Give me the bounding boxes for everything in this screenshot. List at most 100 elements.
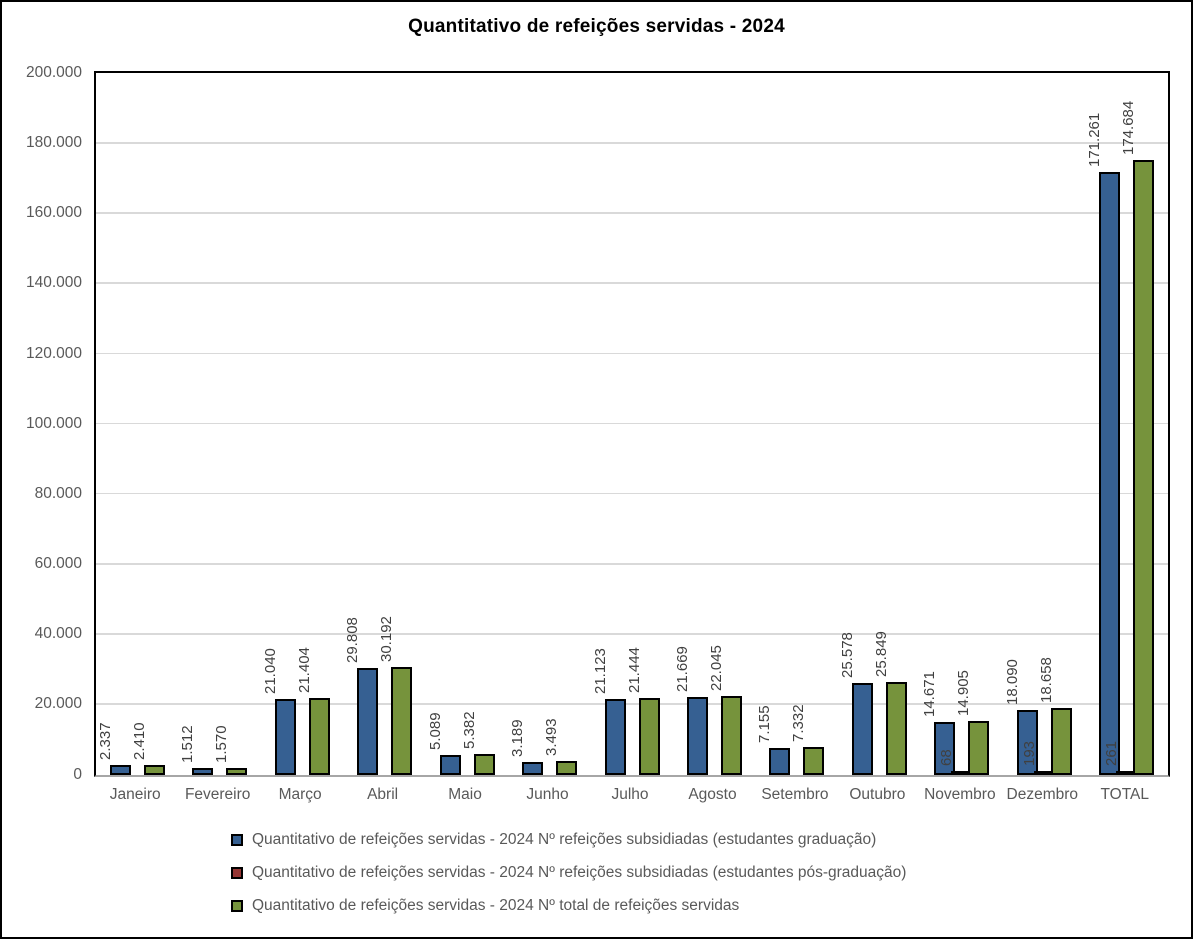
chart-title: Quantitativo de refeições servidas - 202… (408, 16, 785, 37)
legend-label: Quantitativo de refeições servidas - 202… (252, 897, 740, 914)
bar-value-label: 14.671 (921, 670, 939, 717)
y-tick-label: 200.000 (25, 64, 82, 81)
bar-value-label: 174.684 (1120, 101, 1138, 156)
legend-item: Quantitativo de refeições servidas - 202… (231, 864, 907, 881)
bar-value-label: 2.410 (130, 722, 148, 760)
gridline (96, 492, 1168, 495)
bar-value-label: 5.382 (460, 711, 478, 750)
bar-value-label: 18.090 (1003, 658, 1021, 705)
gridline (96, 142, 1168, 144)
x-tick-label: Novembro (924, 786, 996, 803)
x-tick-label: Agosto (688, 786, 737, 803)
x-tick-label: Fevereiro (184, 786, 251, 803)
bar-value-label: 25.578 (838, 632, 856, 679)
bar-value-label: 14.905 (955, 669, 973, 716)
bar-value-label: 68 (938, 749, 956, 766)
bar-value-label: 7.332 (790, 704, 808, 743)
y-tick-label: 180.000 (25, 134, 82, 152)
gridline (96, 563, 1168, 565)
bar (851, 683, 873, 775)
bar-value-label: 21.040 (261, 648, 279, 695)
x-tick-label: Junho (526, 786, 569, 803)
bar-value-label: 7.155 (756, 705, 774, 743)
bar-value-label: 5.089 (426, 712, 444, 751)
x-tick-label: Janeiro (109, 786, 161, 803)
legend-swatch-icon (231, 834, 243, 846)
gridline (96, 633, 1168, 635)
bar-value-label: 1.570 (213, 724, 231, 763)
bar-value-label: 30.192 (378, 616, 396, 663)
bar-value-label: 1.512 (179, 725, 197, 763)
bar-value-label: 3.493 (543, 718, 561, 756)
y-tick-label: 80.000 (34, 484, 82, 502)
legend-swatch-icon (231, 867, 243, 879)
x-tick-label: Maio (448, 786, 482, 803)
bar-value-label: 18.658 (1037, 656, 1055, 703)
bar (686, 697, 708, 775)
legend-label: Quantitativo de refeições servidas - 202… (252, 831, 877, 848)
legend-item: Quantitativo de refeições servidas - 202… (231, 831, 906, 848)
gridline (96, 352, 1168, 355)
legend: Quantitativo de refeições servidas - 202… (231, 831, 907, 914)
y-tick-label: 40.000 (34, 625, 82, 643)
bar (522, 761, 544, 775)
x-tick-label: Julho (611, 786, 649, 803)
legend-swatch-icon (231, 900, 243, 912)
bar-value-label: 21.444 (625, 646, 643, 693)
y-tick-label: 140.000 (25, 274, 82, 292)
y-tick-label: 120.000 (25, 344, 82, 362)
y-tick-label: 60.000 (34, 555, 82, 573)
legend-label: Quantitativo de refeições servidas - 202… (252, 864, 907, 881)
bar (556, 760, 578, 775)
bar-value-label: 29.808 (344, 617, 362, 664)
x-tick-label: Dezembro (1006, 786, 1079, 803)
gridline (96, 422, 1168, 425)
bar (803, 747, 825, 775)
x-tick-label: Setembro (761, 786, 829, 803)
x-tick-label: Março (278, 786, 322, 803)
bar-value-label: 25.849 (872, 631, 890, 678)
plot-area: 2.337 1.512 21.040 29.808 5.089 3.189 21.123 21… (94, 71, 1170, 777)
bar (226, 767, 248, 775)
bar-value-label: 21.123 (591, 648, 609, 694)
bar (439, 755, 461, 775)
bar (769, 747, 791, 775)
bar (192, 767, 214, 775)
bar (391, 667, 413, 775)
bar (109, 764, 131, 775)
x-tick-label: Outubro (849, 786, 906, 803)
bar-value-label: 22.045 (707, 644, 725, 691)
bar (968, 720, 990, 775)
bar (308, 697, 330, 775)
y-tick-label: 100.000 (25, 414, 82, 432)
bar (357, 668, 379, 775)
bar-value-label: 261 (1103, 740, 1121, 766)
bar (934, 721, 956, 775)
x-tick-label: Abril (367, 786, 399, 803)
bar-value-label: 3.189 (509, 719, 527, 757)
legend-item: Quantitativo de refeições servidas - 202… (231, 897, 906, 914)
bar-value-label: 21.669 (673, 646, 691, 692)
bar (1050, 707, 1072, 775)
x-tick-label: TOTAL (1100, 786, 1150, 803)
bar (1016, 709, 1038, 775)
y-tick-label: 160.000 (25, 204, 82, 222)
y-tick-label: 20.000 (34, 695, 82, 713)
bar-value-label: 171.261 (1086, 113, 1104, 168)
bar (604, 698, 626, 775)
bar (274, 699, 296, 775)
gridline (96, 212, 1168, 214)
gridline (96, 282, 1168, 284)
bar-value-label: 193 (1020, 740, 1038, 766)
bar (1133, 160, 1155, 775)
bar (1099, 172, 1121, 775)
y-tick-label: 0 (73, 765, 82, 783)
bar (720, 695, 742, 775)
bar-value-label: 21.404 (295, 647, 313, 693)
bar (143, 764, 165, 775)
bar (473, 754, 495, 775)
bar (638, 697, 660, 775)
bar (885, 682, 907, 775)
bar-value-label: 2.337 (96, 722, 114, 760)
